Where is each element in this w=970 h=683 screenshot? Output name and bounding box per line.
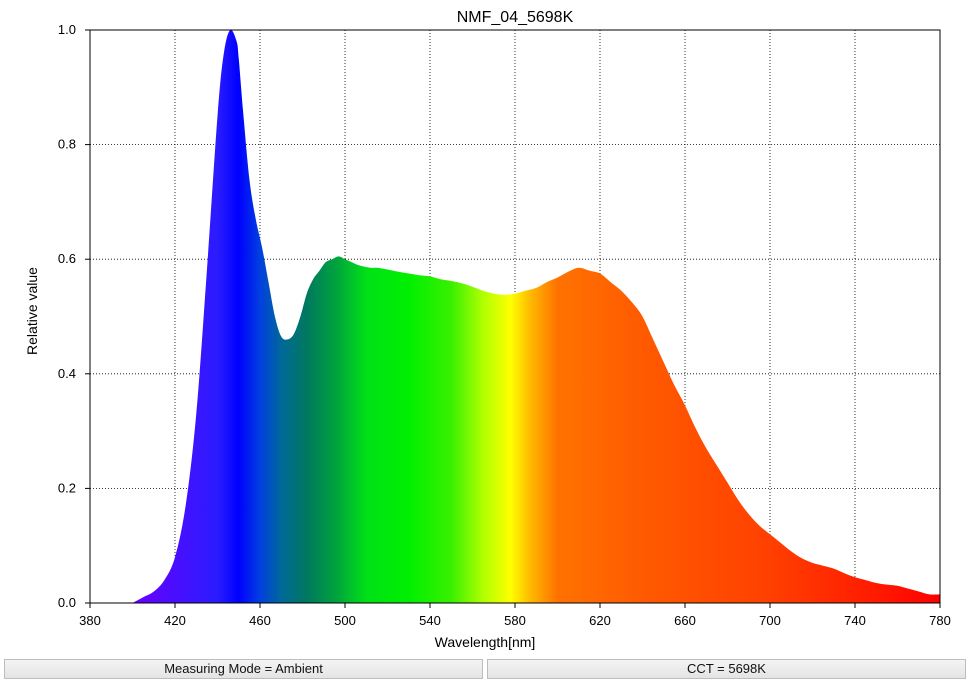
status-bar: Measuring Mode = Ambient CCT = 5698K [0, 656, 970, 683]
spectrum-chart: NMF_04_5698K 380 420 460 500 540 580 620 660 700… [24, 9, 951, 650]
x-tick-label: 580 [504, 613, 526, 628]
y-tick-label: 0.2 [58, 480, 76, 495]
x-tick-label: 380 [79, 613, 101, 628]
x-axis-label: Wavelength[nm] [435, 634, 536, 650]
y-tick-label: 0.8 [58, 137, 76, 152]
x-tick-label: 420 [164, 613, 186, 628]
x-tick-label: 500 [334, 613, 356, 628]
x-tick-label: 740 [844, 613, 866, 628]
x-tick-label: 620 [589, 613, 611, 628]
x-tick-label: 780 [929, 613, 951, 628]
x-tick-label: 460 [249, 613, 271, 628]
y-axis-ticks: 0.0 0.2 0.4 0.6 0.8 1.0 [58, 22, 90, 610]
y-tick-label: 1.0 [58, 22, 76, 37]
x-tick-label: 700 [759, 613, 781, 628]
y-tick-label: 0.0 [58, 595, 76, 610]
cct-status: CCT = 5698K [487, 659, 966, 679]
y-tick-label: 0.6 [58, 251, 76, 266]
y-tick-label: 0.4 [58, 366, 76, 381]
x-tick-label: 540 [419, 613, 441, 628]
measuring-mode-status: Measuring Mode = Ambient [4, 659, 483, 679]
x-tick-label: 660 [674, 613, 696, 628]
x-axis-ticks: 380 420 460 500 540 580 620 660 700 740 780 [79, 603, 951, 628]
chart-title: NMF_04_5698K [457, 9, 574, 26]
spectrum-area [132, 29, 940, 603]
y-axis-label: Relative value [24, 267, 40, 355]
